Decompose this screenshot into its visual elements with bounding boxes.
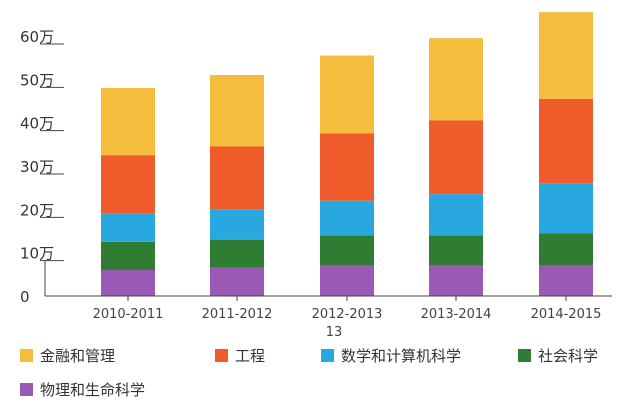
bar-segment [539,98,593,184]
bar-segment [210,267,264,296]
x-tick-label: 2014-2015 [531,307,602,322]
bar-segment [101,213,155,242]
bar-segment [429,38,483,121]
x-tick-label: 2010-2011 [93,307,164,322]
y-tick-label: 50万 [20,71,54,89]
bar-segment [429,265,483,296]
bar-segment [210,209,264,240]
y-tick-label: 60万 [20,28,54,46]
bar-segment [429,120,483,195]
legend-label: 社会科学 [538,347,599,365]
legend-swatch [20,349,33,362]
legend-swatch [20,383,33,396]
legend-item-social-science: 社会科学 [518,345,598,366]
legend-item-engineering: 工程 [215,345,265,366]
bar-segment [101,88,155,156]
bar-segment [320,235,374,266]
legend-item-math-cs: 数学和计算机科学 [321,345,461,366]
bar-segment [320,200,374,236]
bars [101,12,593,296]
legend-label: 金融和管理 [40,347,116,365]
bar-segment [320,55,374,134]
x-axis: 2010-2011 2011-2012 2012-2013 2013-2014 2014… [45,295,612,340]
legend-swatch [215,349,228,362]
legend-label: 工程 [235,347,266,365]
bar-segment [320,265,374,296]
x-tick-label: 2012-2013 [312,307,383,322]
bar-segment [101,155,155,214]
x-tick-label-overflow: 13 [326,325,343,340]
y-tick-label: 20万 [20,201,54,219]
legend-swatch [518,349,531,362]
y-tick-label: 10万 [20,245,54,263]
x-tick-label: 2011-2012 [202,307,273,322]
bar-segment [210,239,264,268]
bar-segment [210,75,264,147]
bar-segment [539,265,593,296]
x-tick-label: 2013-2014 [421,307,492,322]
y-tick-label: 40万 [20,115,54,133]
bar-segment [539,183,593,234]
bar-segment [210,146,264,210]
y-tick-label: 0 [20,288,30,306]
bar-segment [320,133,374,201]
bar-segment [539,233,593,266]
bar-segment [101,241,155,270]
legend-label: 物理和生命科学 [40,381,146,399]
legend-item-physical-life-science: 物理和生命科学 [20,379,145,400]
bar-segment [539,12,593,99]
y-axis: 0 10万 20万 30万 40万 50万 60万 [20,28,64,306]
legend-label: 数学和计算机科学 [341,347,462,365]
bar-segment [429,194,483,236]
bar-segment [101,270,155,296]
y-tick-label: 30万 [20,158,54,176]
legend-item-finance: 金融和管理 [20,345,115,366]
bar-segment [429,235,483,266]
legend-swatch [321,349,334,362]
